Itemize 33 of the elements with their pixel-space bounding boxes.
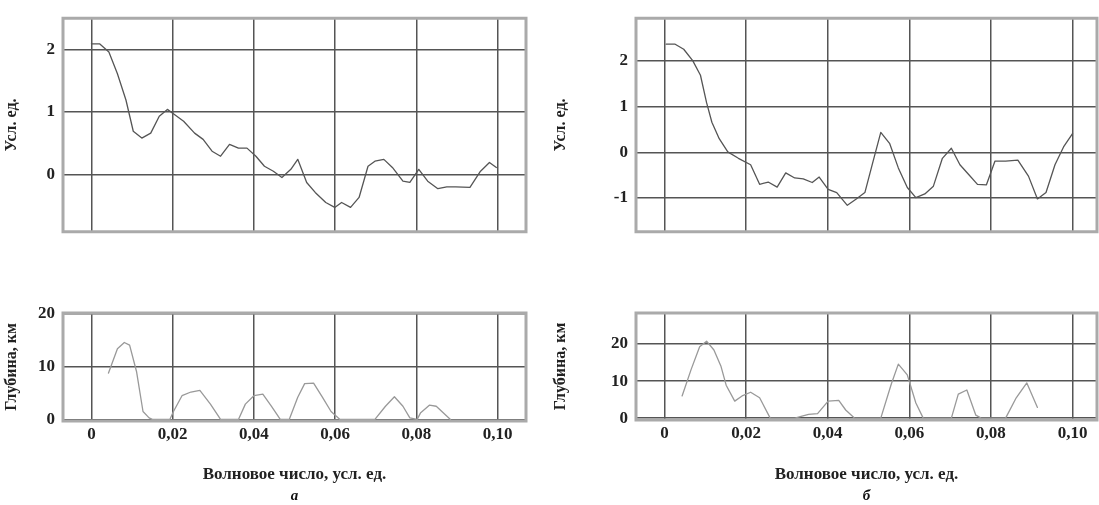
text: б — [862, 487, 871, 504]
y-tick-label: 0 — [619, 141, 628, 161]
y-tick-label: 20 — [38, 303, 55, 323]
x-tick-label: 0,04 — [812, 422, 844, 442]
y-tick-label: -1 — [613, 187, 628, 207]
y-tick-label: 2 — [619, 50, 628, 70]
y-tick-label: 1 — [46, 101, 55, 121]
y-tick-label: 20 — [611, 333, 628, 353]
x-tick-label: 0,10 — [1057, 422, 1088, 442]
y-axis-title: Усл. ед. — [1, 98, 19, 152]
y-tick-label: 1 — [619, 96, 628, 116]
y-tick-label: 0 — [46, 408, 55, 428]
text: а — [290, 487, 299, 504]
x-tick-label: 0,10 — [482, 423, 513, 443]
y-tick-label: 2 — [46, 38, 55, 58]
y-axis-title: Усл. ед. — [550, 98, 568, 152]
x-axis-title: Волновое число, усл. ед. — [774, 464, 959, 484]
y-tick-label: 0 — [619, 407, 628, 427]
y-axis-title: Глубина, км — [550, 322, 569, 411]
y-tick-label: 10 — [611, 370, 628, 390]
x-tick-label: 0,08 — [401, 423, 432, 443]
x-tick-label: 0 — [660, 422, 669, 442]
x-tick-label: 0,08 — [976, 422, 1006, 442]
x-tick-label: 0,04 — [239, 423, 270, 443]
x-tick-label: 0,02 — [731, 422, 762, 442]
x-tick-label: 0,06 — [320, 423, 350, 443]
y-axis-title: Глубина, км — [1, 323, 20, 411]
y-tick-label: 0 — [46, 163, 55, 183]
y-tick-label: 10 — [38, 356, 55, 376]
x-tick-label: 0 — [87, 423, 96, 443]
x-tick-label: 0,06 — [894, 422, 925, 442]
x-tick-label: 0,02 — [157, 423, 188, 443]
x-axis-title: Волновое число, усл. ед. — [202, 464, 387, 484]
